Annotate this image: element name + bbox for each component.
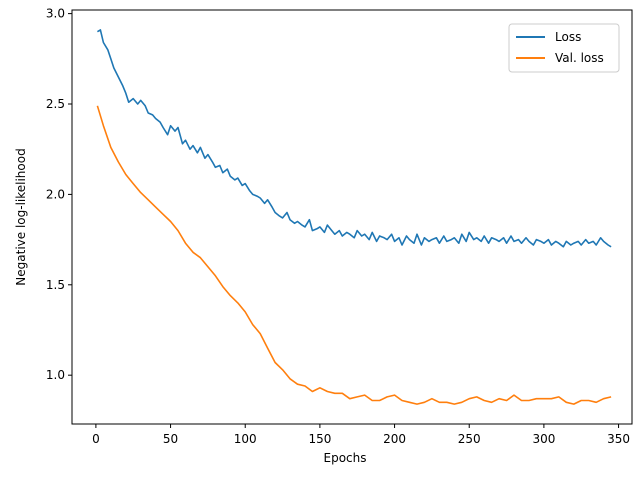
x-tick-label: 50 — [163, 432, 178, 446]
y-tick-label: 2.5 — [46, 97, 65, 111]
x-tick-label: 350 — [607, 432, 630, 446]
legend-label-val-loss: Val. loss — [555, 51, 604, 65]
y-tick-label: 3.0 — [46, 7, 65, 21]
x-tick-label: 100 — [234, 432, 257, 446]
x-axis-ticks: 0 50 100 150 200 250 300 350 — [92, 424, 630, 446]
x-axis-label: Epochs — [324, 451, 367, 465]
legend: Loss Val. loss — [508, 23, 620, 73]
y-tick-label: 2.0 — [46, 187, 65, 201]
plot-lines — [96, 29, 612, 405]
y-axis-ticks: 1.0 1.5 2.0 2.5 3.0 — [46, 7, 72, 382]
plot-frame — [71, 9, 633, 425]
series-line-loss — [96, 29, 612, 248]
y-axis-label: Negative log-likelihood — [14, 148, 28, 285]
series-line-val-loss — [96, 105, 612, 405]
x-tick-label: 300 — [532, 432, 555, 446]
x-tick-label: 250 — [458, 432, 481, 446]
x-tick-label: 0 — [92, 432, 100, 446]
x-tick-label: 150 — [308, 432, 331, 446]
y-tick-label: 1.5 — [46, 278, 65, 292]
legend-label-loss: Loss — [555, 30, 581, 44]
x-tick-label: 200 — [383, 432, 406, 446]
y-tick-label: 1.0 — [46, 368, 65, 382]
